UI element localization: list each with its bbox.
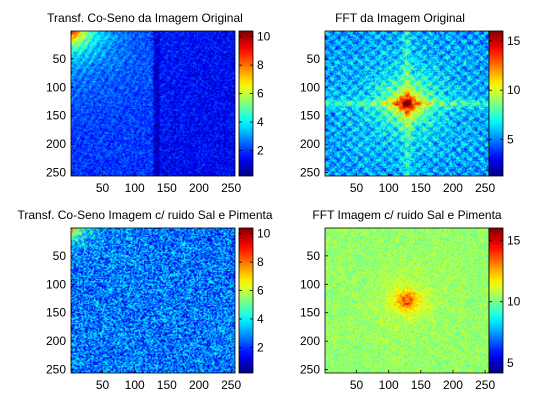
y-tick-label: 50 bbox=[307, 52, 321, 66]
y-tick-label: 250 bbox=[300, 166, 320, 180]
colorbar-gradient bbox=[488, 30, 504, 177]
subplot-title: Transf. Co-Seno da Imagem Original bbox=[47, 11, 243, 25]
x-tick-label: 250 bbox=[475, 378, 495, 392]
x-tick-label: 100 bbox=[379, 181, 399, 195]
colorbar-tick-label: 15 bbox=[507, 233, 521, 247]
x-tick-label: 100 bbox=[125, 181, 145, 195]
y-tick-label: 100 bbox=[46, 80, 66, 94]
heatmap-image bbox=[325, 31, 489, 176]
axes-box bbox=[70, 30, 236, 177]
colorbar-tick-label: 8 bbox=[257, 255, 264, 269]
colorbar-tick-label: 10 bbox=[257, 227, 271, 241]
colorbar-tick-label: 2 bbox=[257, 340, 264, 354]
y-tick-label: 250 bbox=[46, 363, 66, 377]
y-tick-label: 100 bbox=[300, 80, 320, 94]
colorbar: 2 4 6 8 10 bbox=[238, 30, 271, 177]
x-tick-label: 50 bbox=[350, 378, 364, 392]
y-tick-label: 200 bbox=[46, 137, 66, 151]
colorbar-tick-label: 6 bbox=[257, 87, 264, 101]
x-tick-label: 150 bbox=[157, 181, 177, 195]
y-tick-label: 200 bbox=[300, 334, 320, 348]
colorbar-gradient bbox=[238, 227, 254, 374]
x-tick-label: 200 bbox=[189, 378, 209, 392]
colorbar-tick-label: 10 bbox=[507, 83, 521, 97]
x-tick-label: 150 bbox=[411, 378, 431, 392]
y-tick-label: 250 bbox=[46, 166, 66, 180]
y-tick-label: 200 bbox=[300, 137, 320, 151]
axes-box bbox=[70, 227, 236, 374]
y-tick-label: 150 bbox=[46, 109, 66, 123]
subplot-4: FFT Imagem c/ ruido Sal e Pimenta 50 100 15… bbox=[300, 208, 521, 392]
x-tick-label: 50 bbox=[350, 181, 364, 195]
x-tick-label: 200 bbox=[443, 378, 463, 392]
subplot-2: FFT da Imagem Original 50 100 150 200 250 50 10… bbox=[300, 11, 521, 195]
x-tick-label: 250 bbox=[221, 378, 241, 392]
y-tick-label: 100 bbox=[46, 277, 66, 291]
colorbar: 5 10 15 bbox=[488, 227, 521, 374]
colorbar: 5 10 15 bbox=[488, 30, 521, 177]
x-tick-label: 200 bbox=[443, 181, 463, 195]
colorbar-tick-label: 6 bbox=[257, 284, 264, 298]
colorbar: 2 4 6 8 10 bbox=[238, 227, 271, 374]
colorbar-tick-label: 4 bbox=[257, 115, 264, 129]
subplot-title: FFT Imagem c/ ruido Sal e Pimenta bbox=[312, 208, 502, 222]
y-tick-label: 50 bbox=[53, 52, 67, 66]
x-tick-label: 250 bbox=[221, 181, 241, 195]
colorbar-tick-label: 5 bbox=[507, 133, 514, 147]
colorbar-gradient bbox=[238, 30, 254, 177]
y-tick-label: 100 bbox=[300, 277, 320, 291]
y-tick-label: 150 bbox=[300, 306, 320, 320]
y-tick-label: 50 bbox=[53, 249, 67, 263]
y-tick-label: 250 bbox=[300, 363, 320, 377]
y-tick-label: 150 bbox=[300, 109, 320, 123]
colorbar-tick-label: 4 bbox=[257, 312, 264, 326]
x-tick-label: 150 bbox=[411, 181, 431, 195]
x-tick-label: 200 bbox=[189, 181, 209, 195]
y-tick-label: 200 bbox=[46, 334, 66, 348]
x-tick-label: 100 bbox=[125, 378, 145, 392]
x-tick-label: 250 bbox=[475, 181, 495, 195]
colorbar-tick-label: 15 bbox=[507, 34, 521, 48]
y-tick-label: 150 bbox=[46, 306, 66, 320]
colorbar-tick-label: 10 bbox=[257, 30, 271, 44]
heatmap-image bbox=[71, 31, 235, 176]
y-tick-label: 50 bbox=[307, 249, 321, 263]
heatmap-image bbox=[325, 228, 489, 373]
subplot-3: Transf. Co-Seno Imagem c/ ruido Sal e Pi… bbox=[18, 208, 273, 392]
colorbar-tick-label: 2 bbox=[257, 143, 264, 157]
subplot-title: FFT da Imagem Original bbox=[335, 11, 465, 25]
colorbar-tick-label: 5 bbox=[507, 356, 514, 370]
colorbar-tick-label: 10 bbox=[507, 295, 521, 309]
subplot-title: Transf. Co-Seno Imagem c/ ruido Sal e Pi… bbox=[18, 208, 273, 222]
x-tick-label: 50 bbox=[96, 378, 110, 392]
colorbar-tick-label: 8 bbox=[257, 58, 264, 72]
x-tick-label: 150 bbox=[157, 378, 177, 392]
x-tick-label: 50 bbox=[96, 181, 110, 195]
heatmap-image bbox=[71, 228, 235, 373]
subplot-1: Transf. Co-Seno da Imagem Original 50 100 1… bbox=[46, 11, 271, 195]
colorbar-gradient bbox=[488, 227, 504, 374]
x-tick-label: 100 bbox=[379, 378, 399, 392]
